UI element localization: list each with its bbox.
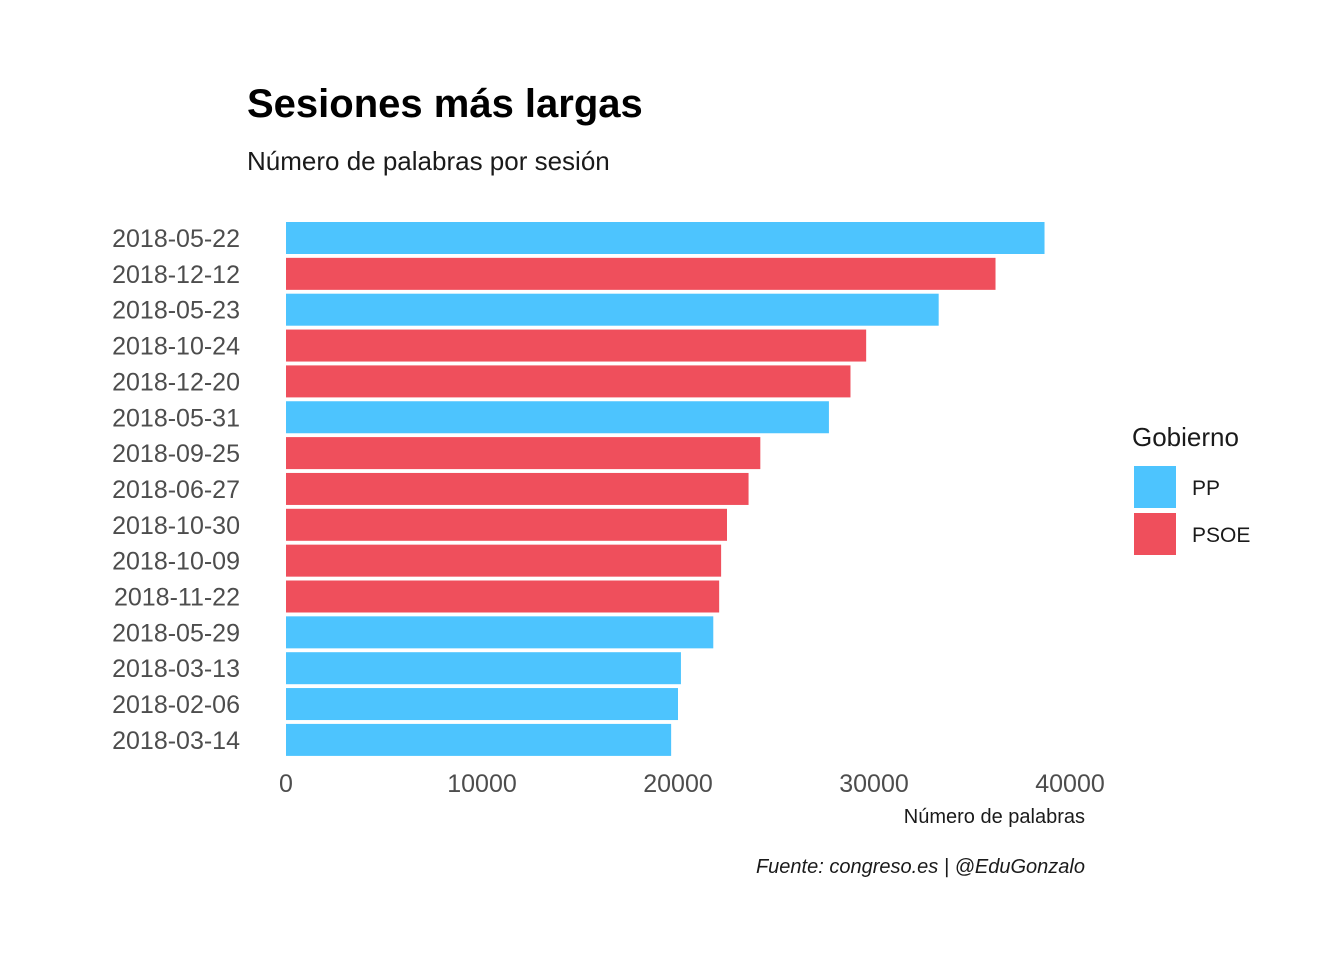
- chart-subtitle: Número de palabras por sesión: [247, 146, 610, 176]
- y-tick-label: 2018-03-13: [112, 655, 240, 683]
- bar-2018-12-20: [286, 365, 851, 398]
- chart-title: Sesiones más largas: [247, 82, 643, 126]
- bar-2018-05-22: [286, 222, 1045, 254]
- y-tick-label: 2018-12-20: [112, 368, 240, 396]
- x-tick-label: 10000: [447, 770, 517, 798]
- x-tick-label: 20000: [643, 770, 713, 798]
- y-tick-label: 2018-10-09: [112, 548, 240, 576]
- x-axis-title: Número de palabras: [904, 806, 1085, 828]
- legend-title: Gobierno: [1132, 422, 1239, 452]
- bar-2018-03-14: [286, 723, 672, 756]
- x-axis-labels: 0 10000 20000 30000 40000: [279, 770, 1105, 798]
- legend-key-pp: [1134, 466, 1176, 508]
- bar-2018-10-24: [286, 329, 867, 362]
- legend-label-psoe: PSOE: [1192, 524, 1250, 547]
- y-tick-label: 2018-10-30: [112, 512, 240, 540]
- bar-2018-05-23: [286, 293, 939, 326]
- y-tick-label: 2018-05-23: [112, 297, 240, 325]
- legend-key-psoe: [1134, 513, 1176, 555]
- bar-2018-02-06: [286, 688, 678, 721]
- y-axis-labels: 2018-05-22 2018-12-12 2018-05-23 2018-10-24…: [112, 225, 240, 755]
- bar-2018-05-29: [286, 616, 714, 649]
- y-tick-label: 2018-09-25: [112, 440, 240, 468]
- bar-2018-10-30: [286, 508, 727, 541]
- bar-2018-12-12: [286, 257, 996, 290]
- legend: Gobierno PP PSOE: [1132, 422, 1250, 555]
- bar-2018-06-27: [286, 472, 749, 505]
- y-tick-label: 2018-10-24: [112, 333, 240, 361]
- y-tick-label: 2018-05-22: [112, 225, 240, 253]
- legend-label-pp: PP: [1192, 477, 1220, 500]
- y-tick-label: 2018-05-29: [112, 619, 240, 647]
- bars: [286, 222, 1045, 756]
- y-tick-label: 2018-05-31: [112, 404, 240, 432]
- bar-2018-11-22: [286, 580, 720, 613]
- bar-2018-03-13: [286, 652, 681, 685]
- bar-2018-05-31: [286, 401, 829, 434]
- bar-2018-10-09: [286, 544, 722, 577]
- y-tick-label: 2018-02-06: [112, 691, 240, 719]
- y-tick-label: 2018-06-27: [112, 476, 240, 504]
- y-tick-label: 2018-11-22: [114, 584, 240, 612]
- x-tick-label: 40000: [1035, 770, 1105, 798]
- bar-2018-09-25: [286, 437, 761, 470]
- y-tick-label: 2018-03-14: [112, 727, 240, 755]
- x-tick-label: 30000: [839, 770, 909, 798]
- caption: Fuente: congreso.es | @EduGonzalo: [756, 856, 1085, 878]
- y-tick-label: 2018-12-12: [112, 261, 240, 289]
- x-tick-label: 0: [279, 770, 293, 798]
